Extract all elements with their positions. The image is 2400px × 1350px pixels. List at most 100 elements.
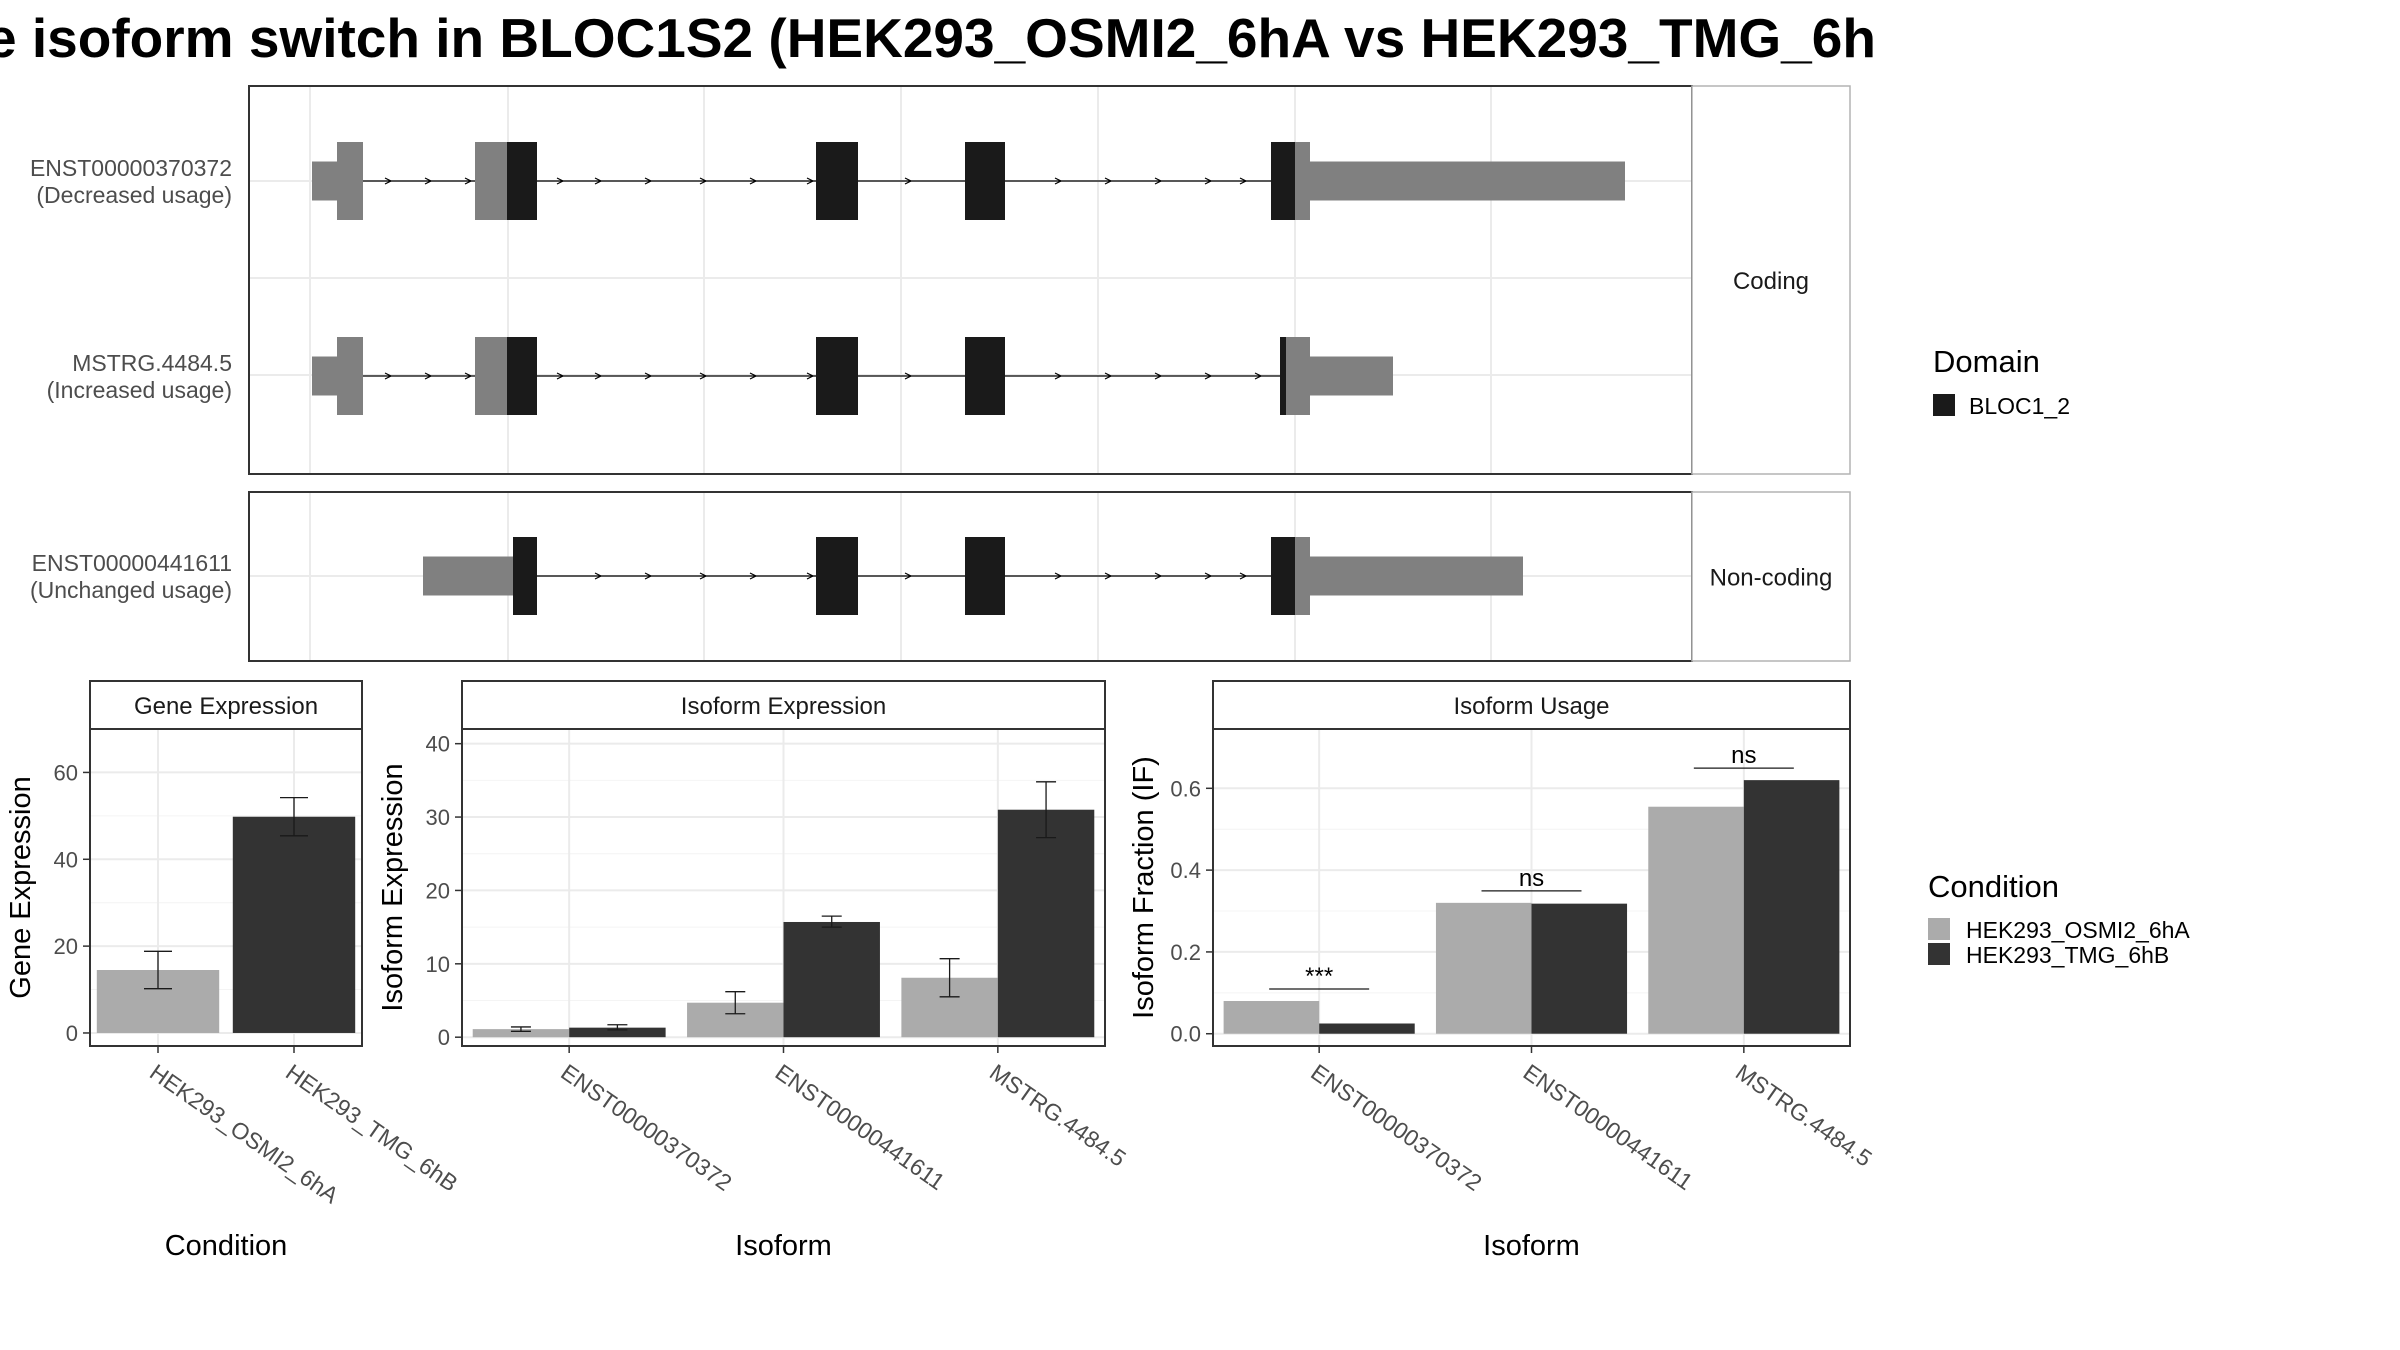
bar-panels: Gene Expression0204060HEK293_OSMI2_6hAHE… — [5, 680, 1877, 1262]
x-tick-label: ENST00000370372 — [1306, 1059, 1486, 1196]
x-tick-label: ENST00000441611 — [771, 1059, 950, 1195]
strand-arrow — [1154, 177, 1163, 185]
strand-arrow — [1054, 372, 1063, 380]
utr-segment — [1310, 356, 1393, 396]
strand-arrow — [749, 572, 758, 580]
panel-1-strip-title: Gene Expression — [134, 693, 318, 720]
y-tick-label: 40 — [426, 732, 450, 757]
panel-1-x-axis-title: Condition — [165, 1230, 288, 1262]
isoform-usage-label: (Decreased usage) — [36, 182, 232, 208]
x-tick-label: ENST00000370372 — [556, 1059, 736, 1196]
strand-arrow — [594, 177, 603, 185]
strand-arrow — [594, 372, 603, 380]
strand-arrow — [904, 177, 913, 185]
utr-segment — [1310, 161, 1625, 201]
panel-2-strip — [461, 680, 1106, 730]
y-tick-label: 0.2 — [1170, 940, 1201, 965]
panel-2-y-axis-title: Isoform Expression — [377, 763, 409, 1011]
bloc1-2-domain-exon — [507, 142, 537, 220]
bar — [232, 816, 356, 1033]
strand-arrow — [1204, 572, 1213, 580]
strand-arrow — [594, 572, 603, 580]
strand-arrow — [1054, 177, 1063, 185]
strand-arrow — [1154, 372, 1163, 380]
significance-label: ns — [1519, 865, 1544, 892]
utr-segment — [1310, 556, 1523, 596]
condition-legend-swatch — [1928, 943, 1950, 965]
bloc1-2-domain-exon — [816, 337, 858, 415]
condition-legend-label: HEK293_OSMI2_6hA — [1966, 917, 2190, 943]
utr-exon — [1295, 537, 1310, 615]
strand-arrow — [1204, 177, 1213, 185]
bloc1-2-domain-exon — [1271, 142, 1295, 220]
strand-arrow — [1154, 572, 1163, 580]
y-tick-label: 20 — [426, 878, 450, 903]
strand-arrow — [464, 372, 473, 380]
strand-arrow — [749, 177, 758, 185]
bloc1-2-domain-exon — [816, 142, 858, 220]
transcript-structure-panels: Coding Non-coding ENST00000370372(Decrease… — [30, 85, 1851, 662]
legends: Domain BLOC1_2 Condition HEK293_OSMI2_6hAHE… — [1928, 344, 2190, 968]
strand-arrow — [556, 177, 565, 185]
y-tick-label: 60 — [54, 760, 78, 785]
isoform-label: ENST00000441611 — [32, 550, 232, 576]
strand-arrow — [1239, 572, 1248, 580]
strand-arrow — [424, 372, 433, 380]
strand-arrow — [1104, 372, 1113, 380]
bloc1-2-domain-exon — [965, 142, 1005, 220]
bar — [1743, 780, 1840, 1034]
bloc1-2-domain-exon — [513, 537, 537, 615]
isoform-usage-label: (Unchanged usage) — [30, 577, 232, 603]
utr-exon — [337, 337, 363, 415]
y-tick-label: 0.0 — [1170, 1022, 1201, 1047]
x-tick-label: ENST00000441611 — [1519, 1059, 1698, 1195]
bar — [1223, 1001, 1320, 1034]
strand-arrow — [644, 572, 653, 580]
bar — [472, 1029, 570, 1038]
panel-3-strip-title: Isoform Usage — [1453, 693, 1609, 720]
bloc1-2-domain-exon — [965, 337, 1005, 415]
condition-legend-label: HEK293_TMG_6hB — [1966, 942, 2169, 968]
isoform-usage-label: (Increased usage) — [47, 377, 232, 403]
bar — [1435, 902, 1532, 1034]
y-tick-label: 0.6 — [1170, 776, 1201, 801]
bar — [1531, 903, 1628, 1034]
y-tick-label: 0 — [66, 1021, 78, 1046]
bar — [997, 809, 1095, 1038]
x-tick-label: MSTRG.4484.5 — [1731, 1059, 1877, 1172]
y-tick-label: 0 — [438, 1025, 450, 1050]
utr-exon — [1286, 337, 1310, 415]
isoform-label: ENST00000370372 — [30, 155, 232, 181]
panel-3-y-axis-title: Isoform Fraction (IF) — [1128, 756, 1160, 1019]
y-tick-label: 40 — [54, 847, 78, 872]
panel-1-border — [89, 728, 363, 1047]
facet-strip-coding — [1691, 85, 1851, 475]
bloc1-2-domain-exon — [816, 537, 858, 615]
y-tick-label: 20 — [54, 934, 78, 959]
y-tick-label: 0.4 — [1170, 858, 1201, 883]
panel-2-strip-title: Isoform Expression — [681, 693, 886, 720]
utr-exon — [1295, 142, 1310, 220]
y-tick-label: 10 — [426, 952, 450, 977]
y-tick-label: 30 — [426, 805, 450, 830]
significance-label: *** — [1305, 963, 1333, 990]
utr-exon — [475, 142, 507, 220]
strand-arrow — [699, 177, 708, 185]
facet-strip-noncoding — [1691, 491, 1851, 662]
bar — [783, 921, 880, 1038]
isoform-label: MSTRG.4484.5 — [72, 350, 232, 376]
strand-arrow — [1239, 177, 1248, 185]
domain-legend-title: Domain — [1933, 344, 2040, 379]
plot-title: e isoform switch in BLOC1S2 (HEK293_OSMI… — [0, 7, 1876, 69]
strand-arrow — [806, 572, 815, 580]
bloc1-2-domain-exon — [1280, 337, 1286, 415]
strand-arrow — [644, 372, 653, 380]
panel-2-x-axis-title: Isoform — [735, 1230, 832, 1262]
utr-segment — [423, 556, 513, 596]
bloc1-2-domain-exon — [507, 337, 537, 415]
strand-arrow — [424, 177, 433, 185]
strand-arrow — [556, 372, 565, 380]
strand-arrow — [384, 177, 393, 185]
utr-exon — [337, 142, 363, 220]
